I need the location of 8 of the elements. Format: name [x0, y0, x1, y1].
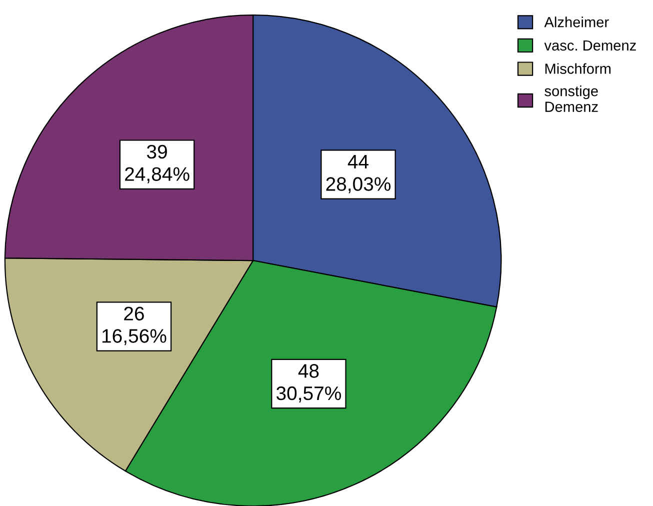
legend-label: Alzheimer [544, 16, 609, 28]
legend-label: vasc. Demenz [544, 40, 636, 51]
legend-label: Mischform [545, 63, 611, 74]
data-label: 44 28,03% [326, 155, 391, 194]
legend-label: sonstige Demenz [544, 86, 598, 112]
data-label: 39 24,84% [125, 144, 190, 184]
data-label: 48 30,57% [276, 364, 341, 402]
data-label: 26 16,56% [102, 306, 166, 346]
